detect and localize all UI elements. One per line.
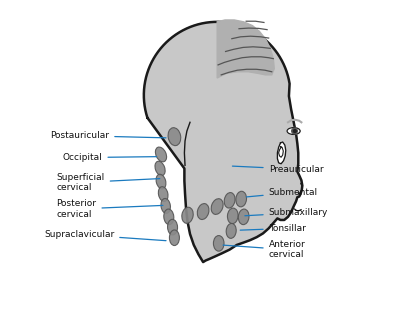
Polygon shape	[217, 20, 274, 78]
Text: Tonsillar: Tonsillar	[240, 224, 306, 233]
Polygon shape	[144, 22, 302, 262]
Ellipse shape	[161, 198, 170, 213]
Ellipse shape	[155, 161, 165, 176]
Ellipse shape	[287, 128, 300, 134]
Ellipse shape	[224, 193, 235, 208]
Ellipse shape	[214, 236, 224, 251]
Ellipse shape	[236, 191, 246, 207]
Ellipse shape	[294, 130, 296, 133]
Ellipse shape	[168, 219, 178, 235]
Text: Occipital: Occipital	[63, 153, 157, 162]
Text: Posterior
cervical: Posterior cervical	[56, 199, 163, 219]
Text: Preauricular: Preauricular	[232, 165, 323, 173]
Text: Supraclavicular: Supraclavicular	[44, 230, 166, 241]
Ellipse shape	[211, 199, 223, 214]
Ellipse shape	[182, 207, 193, 223]
Text: Superficial
cervical: Superficial cervical	[56, 173, 160, 192]
Ellipse shape	[170, 230, 180, 246]
Ellipse shape	[197, 203, 209, 220]
Text: Submental: Submental	[246, 188, 318, 197]
Ellipse shape	[156, 147, 166, 162]
Polygon shape	[277, 142, 286, 164]
Ellipse shape	[156, 174, 166, 189]
Ellipse shape	[238, 209, 249, 225]
Ellipse shape	[168, 128, 181, 146]
Text: Anterior
cervical: Anterior cervical	[223, 240, 305, 259]
Text: Submaxillary: Submaxillary	[245, 208, 328, 217]
Ellipse shape	[228, 208, 238, 224]
Ellipse shape	[226, 223, 236, 238]
Ellipse shape	[164, 209, 174, 225]
Ellipse shape	[292, 128, 297, 134]
Text: Postauricular: Postauricular	[50, 131, 166, 140]
Ellipse shape	[158, 187, 168, 202]
